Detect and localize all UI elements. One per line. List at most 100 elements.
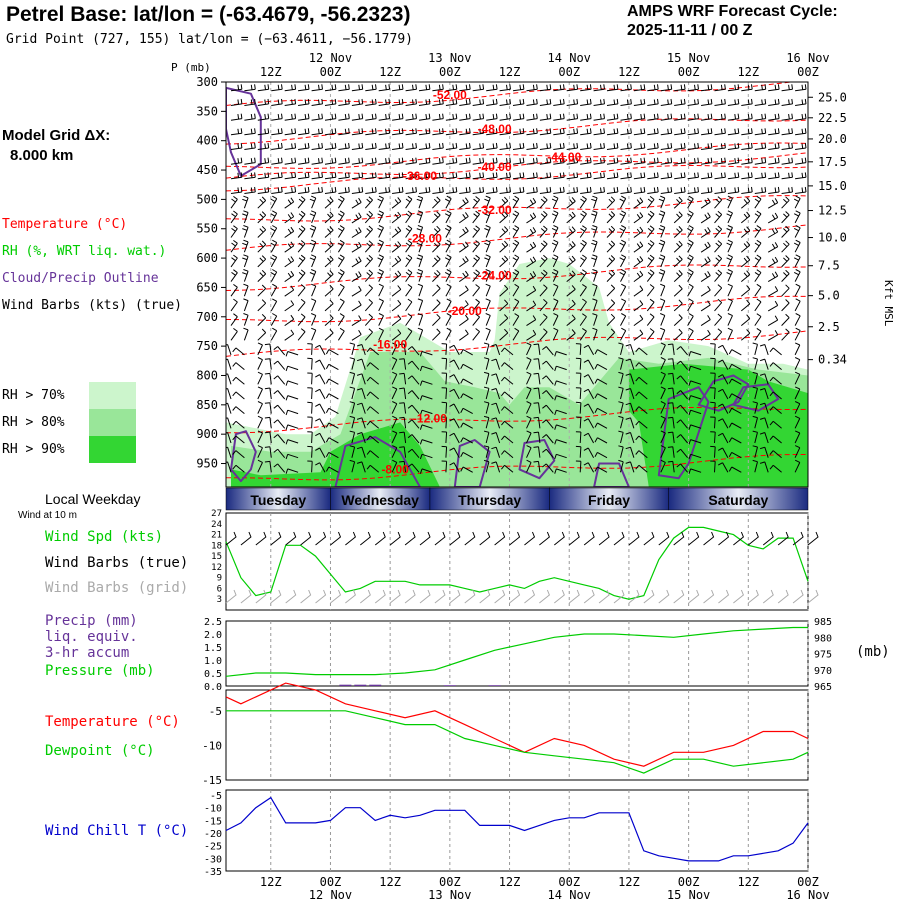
wind-barb (580, 98, 592, 106)
wind-barb (593, 142, 605, 150)
wind-barb (298, 84, 310, 92)
wind-barb (298, 113, 310, 121)
wind-barb (232, 362, 245, 370)
wind-barb (337, 225, 345, 238)
wind-barb (667, 460, 675, 473)
wind-barb (539, 299, 548, 312)
wind-tick-label: 24 (211, 520, 222, 530)
wind-barb (768, 128, 780, 136)
wind-barb (752, 386, 758, 400)
wind-barb (501, 406, 514, 414)
wind-barb (717, 344, 729, 356)
wind-barb (542, 463, 554, 473)
wind-barb (459, 84, 471, 92)
wind-barb (364, 328, 373, 341)
wind-barb (324, 157, 337, 165)
wind-barb (449, 403, 460, 414)
wind-barb (606, 196, 616, 209)
wind-barb (324, 98, 337, 106)
precip-pressure-panel-frame (225, 620, 809, 687)
wind-barb (407, 375, 420, 385)
wind-barb (566, 186, 579, 194)
height-tick-label: 12.5 (818, 204, 847, 218)
wind-at-10m-label: Wind at 10 m (18, 510, 77, 521)
wind-barb (625, 344, 635, 356)
wind-barb (633, 241, 644, 253)
wind-barb (324, 142, 337, 150)
wind-barb (512, 128, 525, 136)
wind-barb (759, 461, 769, 473)
wind-barb (512, 225, 520, 238)
isotherm-line (226, 295, 808, 323)
wind-barb (793, 239, 801, 253)
cloud-outline-3 (453, 439, 491, 487)
local-weekday-label: Local Weekday (45, 491, 141, 507)
wind-barb (501, 450, 514, 459)
temperature-panel: -5 -10 -15 (202, 682, 809, 787)
surface-wind-barb-true (583, 531, 595, 546)
wind-speed-label: Wind Spd (kts) (45, 529, 164, 545)
wind-barb (767, 256, 779, 268)
wind-barb (606, 299, 616, 312)
wind-barb (298, 186, 310, 194)
wind-barb (364, 240, 373, 253)
wind-barb (594, 378, 608, 385)
wind-barb (714, 113, 726, 121)
wind-barb (445, 327, 452, 341)
wind-barb (759, 432, 769, 444)
wind-barb (472, 313, 480, 326)
wind-barb (759, 373, 769, 385)
wind-barb (606, 269, 616, 282)
surface-wind-barb-grid (792, 589, 804, 604)
wind-barb (337, 283, 345, 297)
surface-wind-barb-grid (345, 589, 356, 604)
wind-barb (625, 358, 635, 370)
wind-barb (349, 371, 356, 385)
wind-barb (338, 172, 350, 180)
wind-barb (539, 313, 548, 326)
wind-barb (754, 113, 767, 121)
wind-barb (512, 186, 525, 194)
wind-barb (441, 372, 448, 385)
wind-barb (667, 387, 675, 400)
bottom-date-label: 14 Nov (548, 888, 591, 900)
wind-barb (710, 343, 716, 355)
wind-barb (351, 256, 362, 268)
top-hour-label: 00Z (678, 65, 700, 79)
wind-barb (687, 313, 694, 326)
wind-barb (512, 142, 525, 150)
wind-barb (633, 314, 644, 327)
wind-barb (309, 269, 317, 282)
wind-barb (512, 239, 520, 253)
isotherm-label: -52.00 (433, 88, 467, 102)
wind-barb (257, 371, 263, 385)
wind-barb (405, 327, 413, 341)
wind-barb (687, 157, 699, 165)
wind-barb (618, 459, 624, 473)
wind-barb (416, 254, 424, 268)
wind-barb (740, 270, 751, 282)
wind-barb (419, 395, 433, 401)
wind-barb (418, 98, 431, 106)
wind-barb (356, 432, 366, 444)
wind-barb (633, 212, 644, 224)
wind-barb (660, 415, 666, 429)
wind-barb (449, 374, 460, 385)
wind-barb (499, 186, 511, 194)
wind-barb (583, 403, 595, 414)
wind-barb (794, 415, 801, 429)
wind-barb (512, 113, 525, 121)
wind-barb (646, 225, 655, 238)
wind-barb (391, 459, 398, 473)
wind-barb (378, 186, 391, 194)
wind-barb (700, 285, 711, 297)
wind-barb (714, 128, 726, 136)
wind-barb (740, 299, 751, 312)
wind-barb (491, 344, 501, 356)
wind-barb (542, 375, 554, 385)
precip-bar (339, 684, 352, 686)
wind-barb (754, 142, 767, 150)
wind-barb (405, 172, 417, 180)
wind-barb (315, 374, 326, 385)
wind-barb (405, 210, 413, 224)
